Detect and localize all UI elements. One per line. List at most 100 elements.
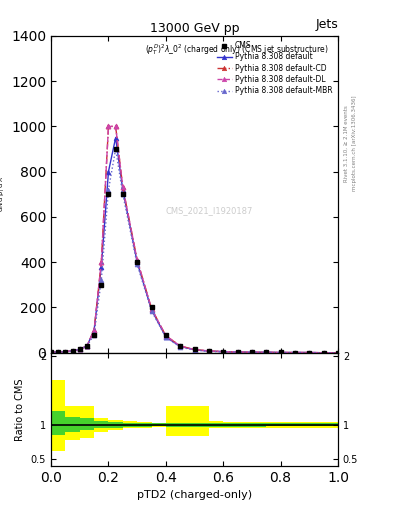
Pythia 8.308 default-CD bbox=[292, 350, 298, 356]
CMS bbox=[49, 349, 53, 355]
Pythia 8.308 default-CD bbox=[307, 350, 312, 356]
Pythia 8.308 default bbox=[292, 350, 298, 356]
Pythia 8.308 default-CD bbox=[63, 349, 68, 355]
CMS bbox=[84, 343, 89, 349]
Pythia 8.308 default-CD bbox=[106, 123, 111, 130]
Title: 13000 GeV pp: 13000 GeV pp bbox=[150, 22, 239, 35]
Pythia 8.308 default-DL bbox=[120, 184, 125, 190]
Pythia 8.308 default-MBR bbox=[235, 349, 240, 355]
Pythia 8.308 default-MBR bbox=[120, 191, 125, 197]
Pythia 8.308 default-MBR bbox=[192, 347, 197, 353]
Pythia 8.308 default-DL bbox=[264, 349, 269, 355]
Pythia 8.308 default-CD bbox=[92, 327, 97, 333]
CMS bbox=[113, 146, 118, 152]
Y-axis label: $\mathregular{\frac{1}{dN}\frac{d^{2}N}{d\,p_T\,d\,\lambda}}$: $\mathregular{\frac{1}{dN}\frac{d^{2}N}{… bbox=[0, 176, 7, 212]
Pythia 8.308 default-CD bbox=[321, 350, 326, 356]
CMS bbox=[192, 346, 197, 352]
Pythia 8.308 default-MBR bbox=[336, 350, 340, 356]
Pythia 8.308 default-MBR bbox=[113, 146, 118, 152]
Pythia 8.308 default-DL bbox=[178, 343, 183, 349]
CMS bbox=[221, 349, 226, 355]
Pythia 8.308 default-CD bbox=[77, 346, 82, 352]
Pythia 8.308 default-CD bbox=[135, 257, 140, 263]
Text: mcplots.cern.ch [arXiv:1306.3436]: mcplots.cern.ch [arXiv:1306.3436] bbox=[352, 96, 357, 191]
Pythia 8.308 default-CD bbox=[84, 343, 89, 349]
Pythia 8.308 default-MBR bbox=[84, 343, 89, 349]
Pythia 8.308 default-MBR bbox=[99, 277, 104, 283]
Pythia 8.308 default bbox=[63, 349, 68, 355]
Pythia 8.308 default-MBR bbox=[250, 349, 254, 355]
Pythia 8.308 default bbox=[106, 168, 111, 175]
Pythia 8.308 default-MBR bbox=[49, 349, 53, 355]
Pythia 8.308 default bbox=[99, 264, 104, 270]
Pythia 8.308 default-DL bbox=[278, 350, 283, 356]
Pythia 8.308 default-CD bbox=[163, 333, 168, 339]
Text: Jets: Jets bbox=[315, 18, 338, 31]
Text: $(p_T^D)^2\lambda\_0^2$ (charged only) (CMS jet substructure): $(p_T^D)^2\lambda\_0^2$ (charged only) (… bbox=[145, 42, 329, 57]
CMS bbox=[135, 259, 140, 265]
Pythia 8.308 default-CD bbox=[70, 348, 75, 354]
Pythia 8.308 default-DL bbox=[63, 349, 68, 355]
Pythia 8.308 default-MBR bbox=[106, 187, 111, 193]
CMS bbox=[70, 348, 75, 354]
Pythia 8.308 default bbox=[207, 348, 211, 354]
Pythia 8.308 default bbox=[120, 187, 125, 193]
Pythia 8.308 default-MBR bbox=[307, 350, 312, 356]
CMS bbox=[163, 332, 168, 338]
Pythia 8.308 default bbox=[192, 347, 197, 353]
Pythia 8.308 default-DL bbox=[149, 306, 154, 312]
Pythia 8.308 default bbox=[336, 350, 340, 356]
Pythia 8.308 default bbox=[307, 350, 312, 356]
Pythia 8.308 default-DL bbox=[336, 350, 340, 356]
CMS bbox=[92, 332, 97, 338]
Pythia 8.308 default-CD bbox=[250, 349, 254, 355]
CMS bbox=[149, 305, 154, 311]
Pythia 8.308 default-CD bbox=[120, 184, 125, 190]
Pythia 8.308 default-DL bbox=[207, 348, 211, 354]
Pythia 8.308 default bbox=[250, 349, 254, 355]
Pythia 8.308 default bbox=[113, 135, 118, 141]
CMS bbox=[278, 349, 283, 355]
Pythia 8.308 default-DL bbox=[292, 350, 298, 356]
Pythia 8.308 default bbox=[92, 327, 97, 333]
Y-axis label: Ratio to CMS: Ratio to CMS bbox=[15, 378, 25, 441]
CMS bbox=[77, 346, 82, 352]
Pythia 8.308 default-MBR bbox=[56, 349, 61, 355]
Pythia 8.308 default-CD bbox=[192, 347, 197, 353]
CMS bbox=[99, 282, 104, 288]
Pythia 8.308 default bbox=[278, 350, 283, 356]
CMS bbox=[264, 349, 269, 355]
Pythia 8.308 default bbox=[178, 344, 183, 350]
Pythia 8.308 default-DL bbox=[92, 327, 97, 333]
Pythia 8.308 default-CD bbox=[56, 349, 61, 355]
X-axis label: pTD2 (charged-only): pTD2 (charged-only) bbox=[137, 490, 252, 500]
Pythia 8.308 default-DL bbox=[49, 349, 53, 355]
Pythia 8.308 default bbox=[84, 343, 89, 349]
Pythia 8.308 default-CD bbox=[235, 349, 240, 355]
Pythia 8.308 default bbox=[163, 334, 168, 340]
Pythia 8.308 default-MBR bbox=[321, 350, 326, 356]
Pythia 8.308 default-MBR bbox=[63, 349, 68, 355]
Pythia 8.308 default bbox=[321, 350, 326, 356]
Pythia 8.308 default-MBR bbox=[77, 346, 82, 352]
Pythia 8.308 default-DL bbox=[250, 349, 254, 355]
Pythia 8.308 default-DL bbox=[99, 259, 104, 265]
Pythia 8.308 default-MBR bbox=[163, 334, 168, 340]
Pythia 8.308 default-CD bbox=[221, 349, 226, 355]
Pythia 8.308 default bbox=[221, 349, 226, 355]
CMS bbox=[56, 349, 61, 355]
Pythia 8.308 default-DL bbox=[106, 123, 111, 130]
Pythia 8.308 default bbox=[235, 349, 240, 355]
Line: Pythia 8.308 default: Pythia 8.308 default bbox=[49, 135, 340, 355]
Pythia 8.308 default-MBR bbox=[292, 350, 298, 356]
Pythia 8.308 default-CD bbox=[207, 348, 211, 354]
Pythia 8.308 default-CD bbox=[149, 306, 154, 312]
Pythia 8.308 default-DL bbox=[56, 349, 61, 355]
Pythia 8.308 default-CD bbox=[336, 350, 340, 356]
CMS bbox=[307, 350, 312, 356]
Pythia 8.308 default bbox=[70, 348, 75, 354]
Pythia 8.308 default-MBR bbox=[178, 344, 183, 350]
Pythia 8.308 default-CD bbox=[278, 350, 283, 356]
Pythia 8.308 default-MBR bbox=[264, 349, 269, 355]
Pythia 8.308 default-MBR bbox=[207, 348, 211, 354]
